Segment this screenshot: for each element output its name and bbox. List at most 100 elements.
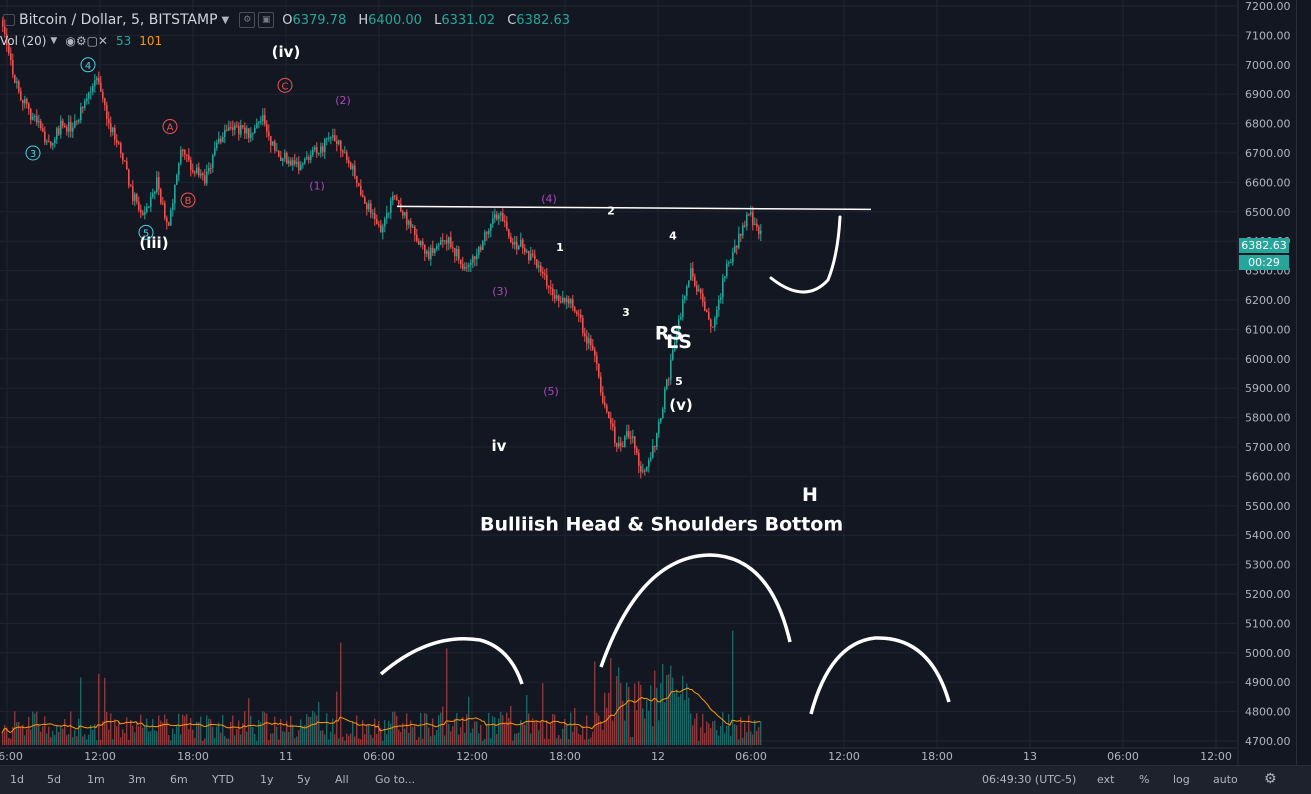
range-1m[interactable]: 1m: [87, 773, 105, 786]
candle-body: [446, 240, 448, 244]
volume-bar: [332, 718, 334, 745]
candle-body: [358, 183, 360, 186]
range-3m[interactable]: 3m: [128, 773, 146, 786]
candle-body: [348, 160, 350, 164]
candle-body: [456, 249, 458, 257]
volume-bar: [168, 734, 170, 745]
candle-body: [534, 255, 536, 260]
clock[interactable]: 06:49:30 (UTC-5): [982, 773, 1077, 786]
y-tick-label: 5900.00: [1245, 382, 1291, 395]
volume-bar: [380, 728, 382, 745]
candle-body: [426, 251, 428, 254]
candle-body: [18, 81, 20, 92]
candle-body: [204, 175, 206, 184]
candle-body: [536, 259, 538, 268]
range-5y[interactable]: 5y: [297, 773, 311, 786]
eye-icon[interactable]: ◉: [65, 34, 76, 48]
volume-bar: [610, 658, 612, 745]
symbol-title[interactable]: Bitcoin / Dollar, 5, BITSTAMP: [19, 12, 218, 28]
candle-body: [138, 201, 140, 210]
ext-toggle[interactable]: ext: [1097, 773, 1115, 786]
candle-body: [316, 147, 318, 154]
chevron-down-icon[interactable]: ▼: [50, 36, 58, 46]
close-icon[interactable]: ✕: [97, 34, 108, 48]
range-all[interactable]: All: [335, 773, 349, 786]
compare-icon[interactable]: ▣: [258, 12, 275, 28]
wave-label: A: [162, 119, 178, 135]
candle-body: [612, 423, 614, 427]
candle-body: [80, 106, 82, 121]
settings-icon[interactable]: ⚙: [75, 34, 87, 48]
range-1y[interactable]: 1y: [260, 773, 274, 786]
volume-bar: [28, 716, 30, 745]
candle-body: [610, 418, 612, 424]
volume-bar: [456, 713, 458, 745]
volume-bar: [442, 706, 444, 745]
candle-body: [444, 240, 446, 242]
candle-body: [108, 118, 110, 124]
gear-icon[interactable]: ⚙: [1264, 771, 1277, 787]
y-tick-label: 7100.00: [1245, 29, 1291, 42]
volume-bar: [722, 712, 724, 745]
candle-body: [380, 224, 382, 233]
volume-bar: [32, 711, 34, 745]
candle-body: [530, 253, 532, 261]
price-chart[interactable]: 345(iii)ABC(iv)(1)(2)(3)(4)(5)12345(v)iv…: [0, 0, 1311, 765]
candle-body: [8, 45, 10, 54]
wave-label-text: (2): [335, 94, 351, 107]
volume-bar: [480, 724, 482, 745]
candle-body: [236, 125, 238, 127]
settings-icon[interactable]: ⚙: [239, 12, 256, 28]
countdown-tag: 00:29: [1239, 255, 1289, 270]
volume-bar: [702, 713, 704, 745]
candle-body: [676, 334, 678, 343]
volume-bar: [588, 738, 590, 745]
volume-bar: [226, 738, 228, 745]
range-ytd[interactable]: YTD: [212, 773, 234, 786]
volume-bar: [692, 725, 694, 745]
candle-body: [246, 128, 248, 134]
wave-label-text: H: [802, 484, 818, 506]
candle-body: [384, 218, 386, 227]
volume-bar: [720, 725, 722, 745]
candle-body: [62, 120, 64, 126]
volume-bar: [124, 733, 126, 745]
candle-body: [568, 298, 570, 304]
candle-body: [650, 457, 652, 461]
chart-type-icon[interactable]: [3, 14, 15, 26]
volume-label[interactable]: Vol (20): [0, 34, 47, 48]
candle-body: [518, 246, 520, 250]
candle-body: [46, 141, 48, 143]
candle-body: [72, 127, 74, 132]
volume-bar: [440, 712, 442, 745]
candle-body: [636, 448, 638, 454]
candle-body: [260, 121, 262, 123]
wave-label-text: (1): [309, 179, 325, 192]
candle-body: [232, 127, 234, 130]
candle-body: [664, 388, 666, 409]
candle-body: [350, 163, 352, 170]
lock-icon[interactable]: ▢: [86, 34, 98, 48]
volume-bar: [324, 734, 326, 745]
goto-button[interactable]: Go to...: [375, 773, 416, 786]
volume-bar: [64, 719, 66, 745]
chevron-down-icon[interactable]: ▼: [221, 14, 230, 26]
candle-body: [250, 133, 252, 138]
candle-body: [682, 299, 684, 318]
volume-bar: [38, 724, 40, 745]
range-5d[interactable]: 5d: [47, 773, 61, 786]
range-6m[interactable]: 6m: [170, 773, 188, 786]
auto-toggle[interactable]: auto: [1213, 773, 1238, 786]
percent-toggle[interactable]: %: [1139, 773, 1150, 786]
volume-bar: [416, 739, 418, 745]
range-1d[interactable]: 1d: [10, 773, 24, 786]
candle-body: [562, 297, 564, 303]
candle-body: [748, 214, 750, 216]
volume-bar: [512, 740, 514, 745]
volume-bar: [642, 708, 644, 745]
wave-label: 2: [607, 204, 615, 217]
log-toggle[interactable]: log: [1173, 773, 1190, 786]
candle-body: [528, 250, 530, 261]
wave-label: 3: [622, 306, 630, 319]
candle-body: [550, 287, 552, 289]
